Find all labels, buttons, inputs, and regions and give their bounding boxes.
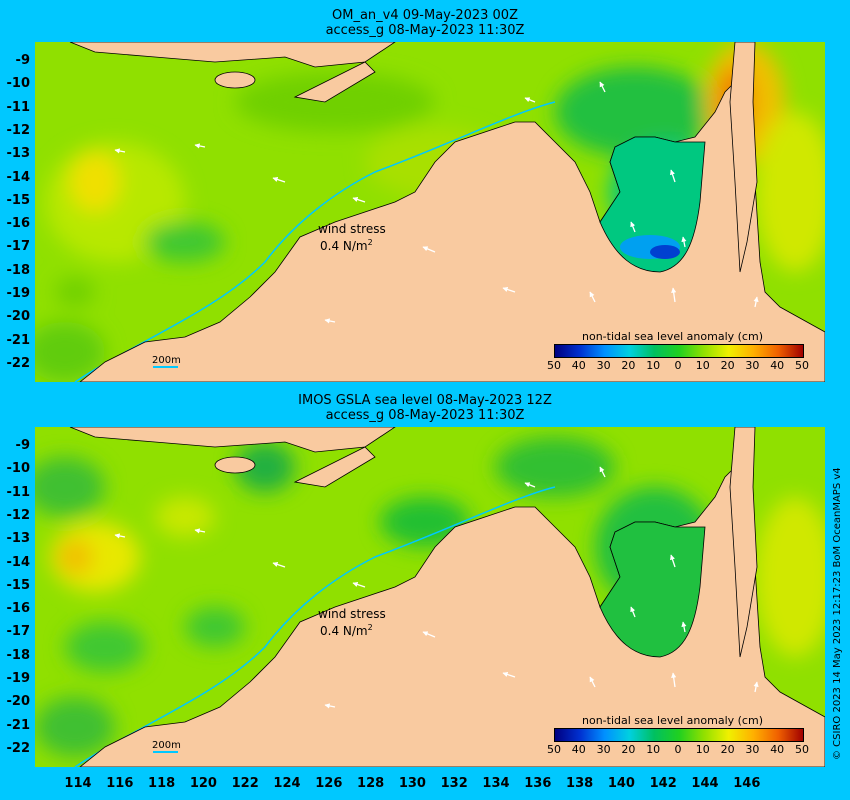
y-tick-label: -20 bbox=[6, 309, 31, 325]
y-tick-label: -16 bbox=[6, 216, 31, 232]
panel1-colorbar bbox=[554, 344, 804, 358]
colorbar-tick-label: 0 bbox=[674, 743, 682, 756]
y-tick-label: -22 bbox=[6, 355, 31, 371]
colorbar-tick-label: 30 bbox=[745, 743, 760, 756]
colorbar-tick-label: 20 bbox=[720, 743, 735, 756]
panel1-wind-value: 0.4 N/m2 bbox=[320, 238, 373, 253]
y-tick-label: -11 bbox=[6, 484, 31, 500]
x-tick-label: 118 bbox=[148, 776, 176, 791]
y-tick-label: -18 bbox=[6, 262, 31, 278]
y-tick-label: -19 bbox=[6, 286, 31, 301]
colorbar-tick-label: 40 bbox=[571, 359, 586, 372]
y-tick-label: -22 bbox=[6, 740, 31, 756]
x-tick-label: 130 bbox=[398, 776, 426, 791]
x-tick-label: 128 bbox=[357, 776, 385, 791]
colorbar-tick-label: 10 bbox=[695, 743, 710, 756]
y-tick-label: -20 bbox=[6, 694, 31, 710]
y-tick-label: -21 bbox=[6, 717, 31, 733]
colorbar-tick-label: 10 bbox=[646, 743, 661, 756]
y-tick-label: -10 bbox=[6, 76, 31, 92]
x-tick-label: 126 bbox=[315, 776, 343, 791]
colorbar-tick-label: 20 bbox=[621, 743, 636, 756]
colorbar-tick-label: 30 bbox=[596, 359, 611, 372]
colorbar-tick-label: 0 bbox=[674, 359, 682, 372]
panel2-colorbar-title: non-tidal sea level anomaly (cm) bbox=[582, 714, 763, 727]
colorbar-tick-label: 30 bbox=[745, 359, 760, 372]
panel1-title-line2: access_g 08-May-2023 11:30Z bbox=[325, 23, 525, 38]
colorbar-tick-label: 20 bbox=[621, 359, 636, 372]
y-tick-label: -11 bbox=[6, 99, 31, 115]
y-tick-label: -16 bbox=[6, 601, 31, 617]
x-tick-label: 124 bbox=[273, 776, 301, 791]
x-tick-label: 120 bbox=[189, 776, 217, 791]
x-tick-label: 142 bbox=[649, 776, 677, 791]
x-tick-label: 138 bbox=[566, 776, 594, 791]
panel1-map bbox=[35, 42, 825, 382]
y-tick-label: -14 bbox=[6, 169, 31, 185]
x-tick-label: 136 bbox=[524, 776, 552, 791]
colorbar-tick-label: 20 bbox=[720, 359, 735, 372]
y-tick-label: -12 bbox=[6, 122, 31, 138]
colorbar-tick-label: 40 bbox=[571, 743, 586, 756]
x-tick-label: 114 bbox=[64, 776, 92, 791]
x-tick-label: 134 bbox=[482, 776, 510, 791]
panel1-wind-label: wind stress bbox=[318, 222, 386, 236]
panel1-title-line1: OM_an_v4 09-May-2023 00Z bbox=[332, 8, 518, 23]
x-tick-label: 144 bbox=[691, 776, 719, 791]
colorbar-tick-label: 50 bbox=[795, 359, 809, 372]
colorbar-tick-label: 10 bbox=[695, 359, 710, 372]
panel1-scale-label: 200m bbox=[152, 355, 181, 366]
colorbar-tick-label: 10 bbox=[646, 359, 661, 372]
y-tick-label: -18 bbox=[6, 647, 31, 663]
panel2-title-line1: IMOS GSLA sea level 08-May-2023 12Z bbox=[298, 393, 552, 408]
colorbar-tick-label: 40 bbox=[770, 743, 785, 756]
panel2-scale-label: 200m bbox=[152, 740, 181, 751]
colorbar-tick-label: 30 bbox=[596, 743, 611, 756]
y-tick-label: -13 bbox=[6, 531, 31, 547]
panel2-wind-value: 0.4 N/m2 bbox=[320, 623, 373, 638]
panel2-colorbar bbox=[554, 728, 804, 742]
x-tick-label: 132 bbox=[440, 776, 468, 791]
panel2-map bbox=[35, 427, 825, 767]
y-tick-label: -14 bbox=[6, 554, 31, 570]
y-tick-label: -13 bbox=[6, 146, 31, 162]
credit-text: © CSIRO 2023 14 May 2023 12:17:23 BoM Oc… bbox=[832, 467, 843, 760]
y-tick-label: -9 bbox=[15, 438, 30, 453]
x-tick-label: 122 bbox=[231, 776, 259, 791]
y-tick-label: -9 bbox=[15, 53, 30, 68]
x-tick-label: 116 bbox=[106, 776, 134, 791]
x-tick-label: 146 bbox=[733, 776, 761, 791]
x-tick-label: 140 bbox=[607, 776, 635, 791]
y-tick-label: -19 bbox=[6, 671, 31, 686]
y-tick-label: -12 bbox=[6, 507, 31, 523]
panel2-title-line2: access_g 08-May-2023 11:30Z bbox=[325, 408, 525, 423]
colorbar-tick-label: 50 bbox=[547, 359, 561, 372]
panel2-wind-label: wind stress bbox=[318, 607, 386, 621]
y-tick-label: -15 bbox=[6, 192, 31, 208]
y-tick-label: -15 bbox=[6, 577, 31, 593]
y-tick-label: -21 bbox=[6, 332, 31, 348]
colorbar-tick-label: 50 bbox=[795, 743, 809, 756]
colorbar-tick-label: 50 bbox=[547, 743, 561, 756]
y-tick-label: -10 bbox=[6, 461, 31, 477]
panel1-colorbar-title: non-tidal sea level anomaly (cm) bbox=[582, 330, 763, 343]
y-tick-label: -17 bbox=[6, 624, 31, 640]
y-tick-label: -17 bbox=[6, 239, 31, 255]
colorbar-tick-label: 40 bbox=[770, 359, 785, 372]
